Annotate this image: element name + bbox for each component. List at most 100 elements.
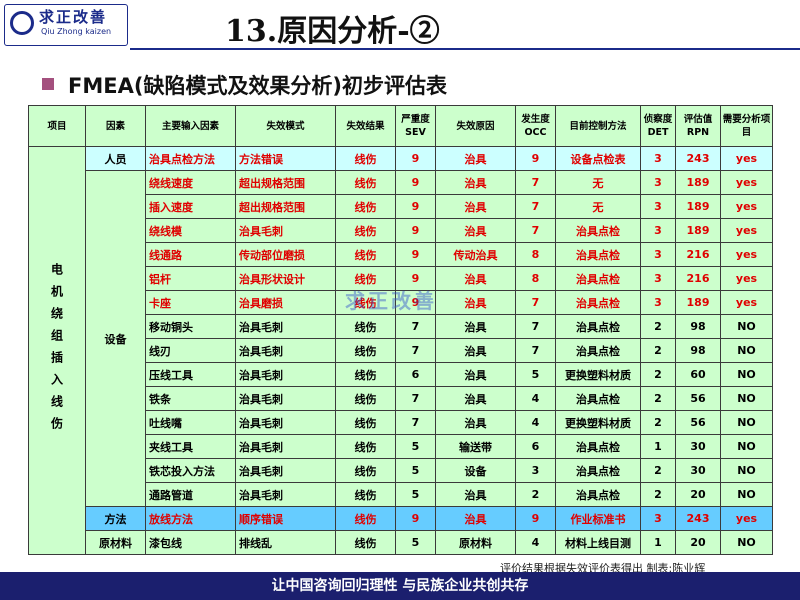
cell: yes [720,218,773,243]
table-row: 线通路 传动部位磨损 线伤 9 传动治具 8 治具点检 3 216 yes [29,242,773,267]
cell: 治具点检 [555,482,641,507]
cell: 2 [640,314,676,339]
cell: 8 [515,266,556,291]
cell: 线伤 [335,170,396,195]
cell: 2 [515,482,556,507]
cell: yes [720,506,773,531]
cell: 5 [395,458,436,483]
cell: 6 [515,434,556,459]
cell: 2 [640,482,676,507]
cell: 线伤 [335,530,396,555]
cell: 更换塑料材质 [555,362,641,387]
cell: 治具 [435,386,516,411]
cell: 绕线模 [145,218,236,243]
cell: 线伤 [335,410,396,435]
table-body: 电机绕组插入线伤 人员 治具点检方法 方法错误 线伤 9 治具 9 设备点检表 3 243 yes 设备… [28,146,773,555]
cell: NO [720,458,773,483]
cell: 治具 [435,314,516,339]
cell: 5 [395,530,436,555]
cell: 98 [675,338,721,363]
cell: 7 [515,338,556,363]
cell: 更换塑料材质 [555,410,641,435]
cell: 3 [640,266,676,291]
cell: 治具点检 [555,314,641,339]
cell: 线伤 [335,290,396,315]
cell: 线伤 [335,242,396,267]
cell: 绕线速度 [145,170,236,195]
cell: yes [720,290,773,315]
cell: 线伤 [335,314,396,339]
cell: 线刃 [145,338,236,363]
rule [130,48,800,50]
factor-cell: 方法 [85,506,146,531]
subtitle: FMEA(缺陷模式及效果分析)初步评估表 [68,74,448,98]
cell: 20 [675,530,721,555]
cell: 9 [395,506,436,531]
cell: 治具点检方法 [145,146,236,171]
factor-cell: 人员 [85,146,146,171]
table-row: 线刃 治具毛刺 线伤 7 治具 7 治具点检 2 98 NO [29,338,773,363]
cell: 治具毛刺 [235,314,336,339]
cell: 治具毛刺 [235,338,336,363]
cell: 线通路 [145,242,236,267]
logo-sub: Qiu Zhong kaizen [41,27,112,36]
cell: 9 [515,146,556,171]
cell: 漆包线 [145,530,236,555]
item-cell: 电机绕组插入线伤 [28,146,86,555]
cell: 6 [395,362,436,387]
column-header: 失效原因 [435,105,516,147]
cell: 治具毛刺 [235,482,336,507]
cell: 线伤 [335,482,396,507]
cell: 3 [640,242,676,267]
cell: 5 [515,362,556,387]
cell: 传动部位磨损 [235,242,336,267]
cell: 铝杆 [145,266,236,291]
cell: 4 [515,530,556,555]
cell: 189 [675,218,721,243]
cell: 243 [675,146,721,171]
table-row: 铁条 治具毛刺 线伤 7 治具 4 治具点检 2 56 NO [29,386,773,411]
cell: 线伤 [335,194,396,219]
cell: 材料上线目测 [555,530,641,555]
cell: 顺序错误 [235,506,336,531]
cell: 2 [640,362,676,387]
cell: 线伤 [335,338,396,363]
cell: 超出规格范围 [235,194,336,219]
cell: 治具毛刺 [235,410,336,435]
column-header: 因素 [85,105,146,147]
cell: 治具毛刺 [235,434,336,459]
cell: 治具 [435,362,516,387]
cell: 治具 [435,194,516,219]
cell: 治具点检 [555,434,641,459]
cell: 治具毛刺 [235,218,336,243]
cell: 线伤 [335,218,396,243]
cell: 1 [640,434,676,459]
cell: 设备点检表 [555,146,641,171]
cell: 排线乱 [235,530,336,555]
cell: 7 [515,290,556,315]
cell: 线伤 [335,146,396,171]
cell: 线伤 [335,434,396,459]
cell: 治具点检 [555,242,641,267]
cell: 7 [395,410,436,435]
table-row: 通路管道 治具毛刺 线伤 5 治具 2 治具点检 2 20 NO [29,482,773,507]
column-header: 评估值 RPN [675,105,721,147]
table-row: 移动铜头 治具毛刺 线伤 7 治具 7 治具点检 2 98 NO [29,314,773,339]
table-row: 吐线嘴 治具毛刺 线伤 7 治具 4 更换塑料材质 2 56 NO [29,410,773,435]
cell: 243 [675,506,721,531]
cell: 9 [395,218,436,243]
cell: 216 [675,242,721,267]
cell: 9 [395,194,436,219]
logo-title: 求正改善 [39,8,108,26]
cell: 4 [515,386,556,411]
cell: 30 [675,458,721,483]
table-row: 卡座 治具磨损 线伤 9 治具 7 治具点检 3 189 yes [29,290,773,315]
cell: 治具 [435,338,516,363]
table-row: 压线工具 治具毛刺 线伤 6 治具 5 更换塑料材质 2 60 NO [29,362,773,387]
cell: 治具磨损 [235,290,336,315]
cell: 无 [555,194,641,219]
cell: 设备 [435,458,516,483]
cell: 治具点检 [555,266,641,291]
cell: 输送带 [435,434,516,459]
cell: 放线方法 [145,506,236,531]
